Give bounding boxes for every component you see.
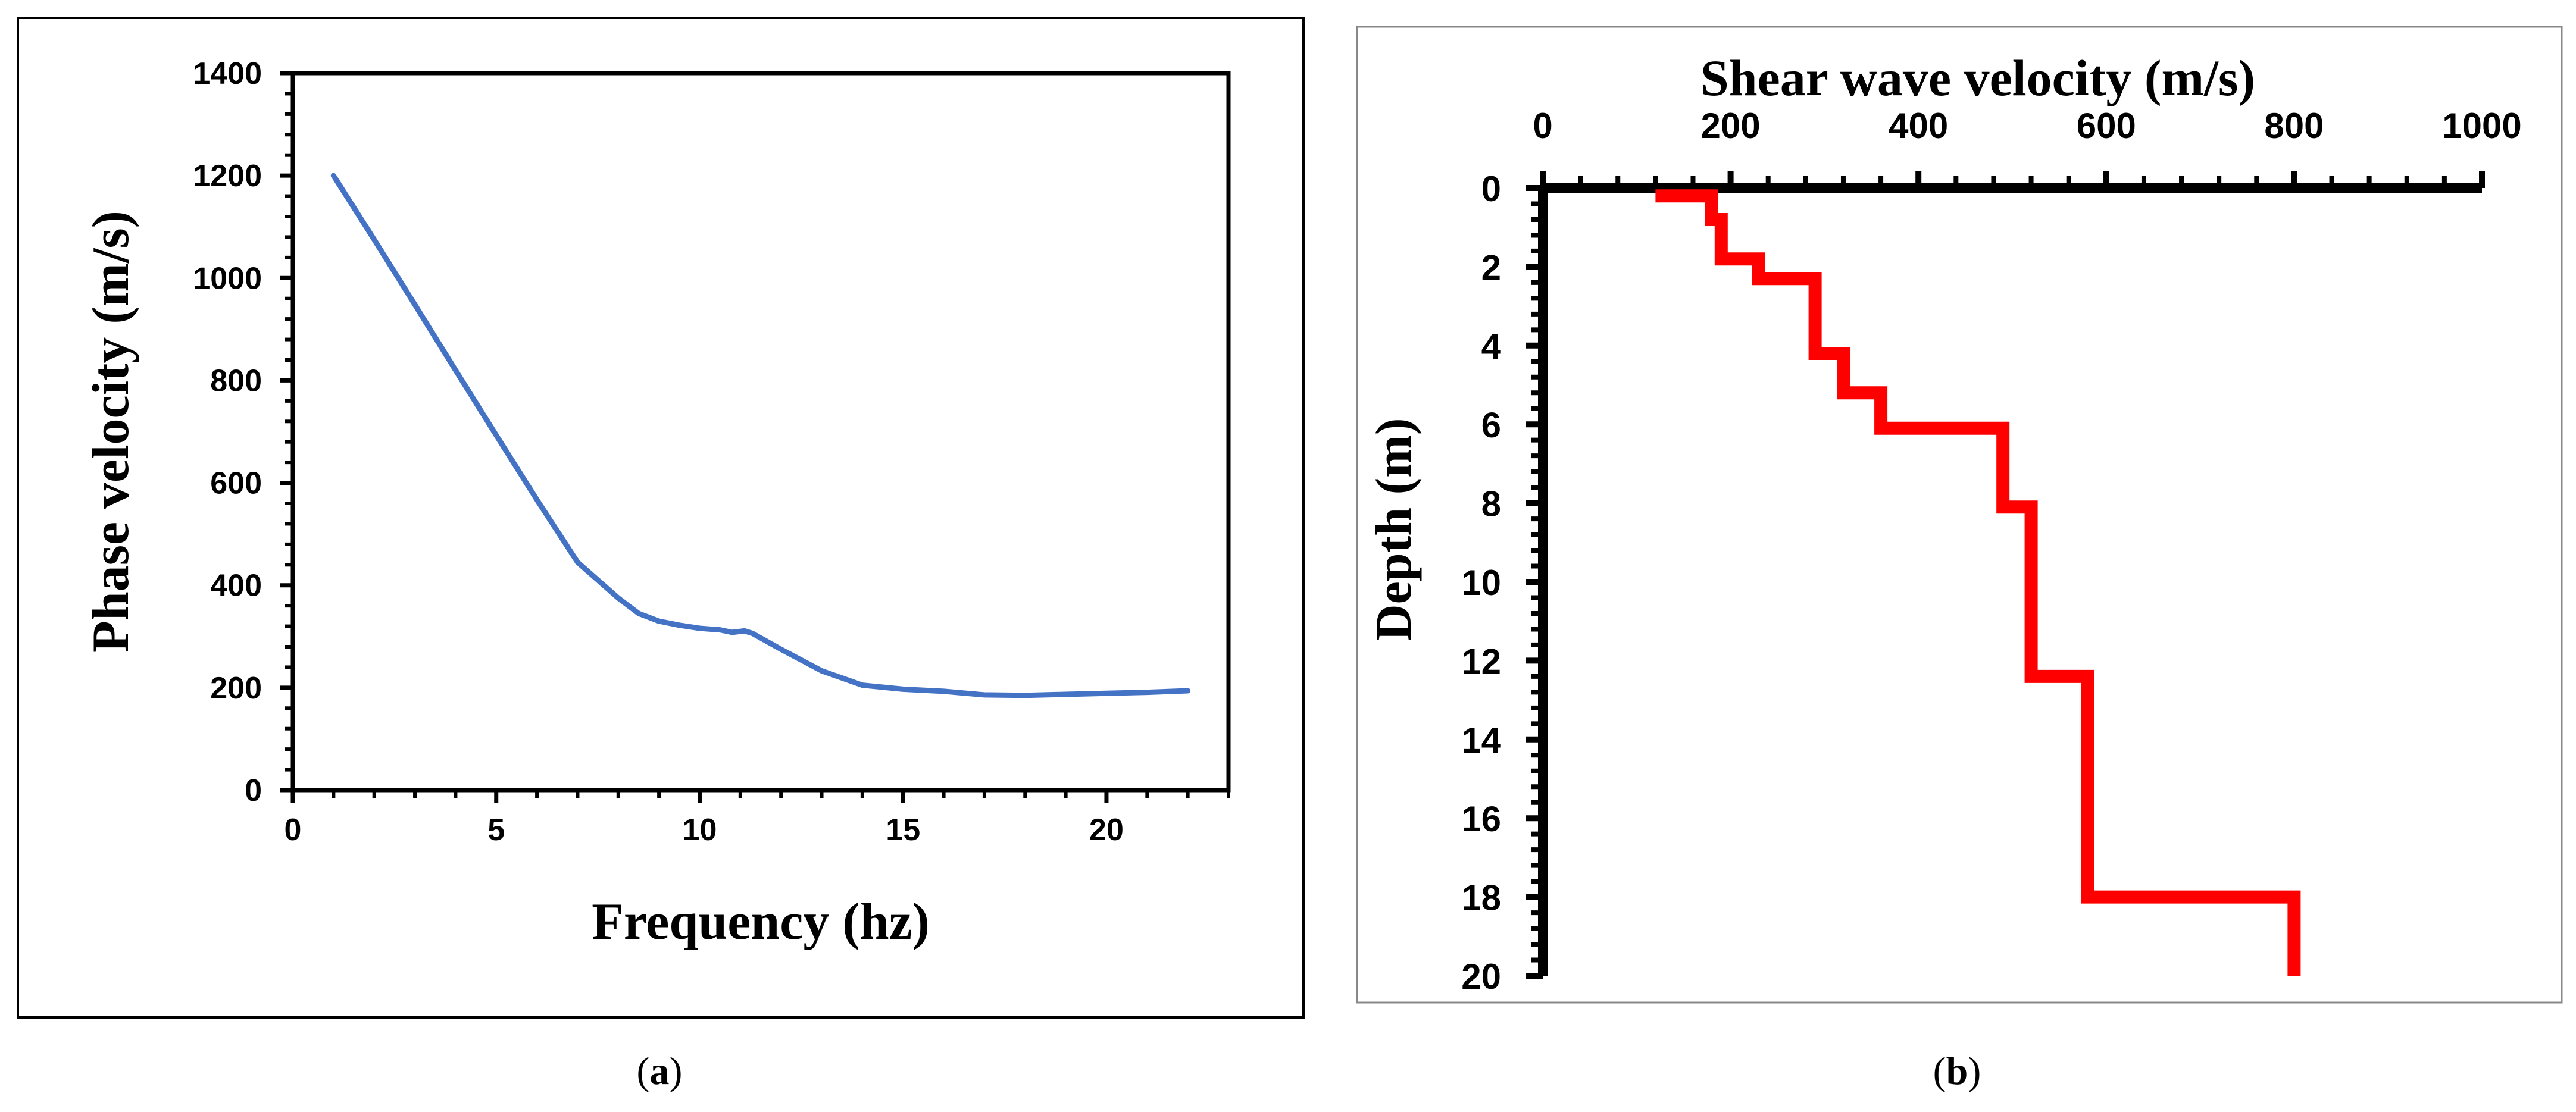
x-tick-label: 400 [1889,106,1948,146]
x-tick-label: 800 [2264,106,2324,146]
y-tick-label: 400 [210,569,262,603]
x-tick-label: 10 [683,813,717,847]
y-tick-label: 12 [1461,641,1501,681]
x-axis-title: Frequency (hz) [592,893,930,951]
y-tick-label: 20 [1461,957,1501,997]
y-axis-title: Depth (m) [1365,418,1422,641]
caption-b: (b) [1933,1050,1981,1093]
x-tick-label: 200 [1701,106,1761,146]
y-tick-label: 4 [1481,327,1502,367]
x-axis-title: Shear wave velocity (m/s) [1700,49,2255,106]
y-tick-label: 18 [1461,878,1501,918]
x-tick-label: 600 [2077,106,2136,146]
y-tick-label: 1200 [193,159,262,193]
y-tick-label: 0 [245,773,262,808]
x-tick-label: 15 [886,813,920,847]
y-tick-label: 600 [210,466,262,501]
panel-b-chart: 0 200 400 600 800 1000 0 2 4 6 8 10 12 14 16 18 20 Shear … [1365,49,2522,997]
x-tick-label: 0 [1533,106,1552,146]
x-tick-label: 1000 [2442,106,2521,146]
y-tick-label: 10 [1461,563,1501,603]
caption-a: (a) [637,1050,683,1093]
panel-a-frame [17,17,1305,1019]
y-tick-label: 8 [1481,484,1501,524]
y-axis-title: Phase velocity (m/s) [82,211,140,653]
plot-area-border [290,71,1231,793]
y-tick-label: 16 [1461,799,1501,839]
y-tick-label: 200 [210,671,262,706]
y-tick-label: 1000 [193,261,262,296]
y-tick-label: 800 [210,364,262,398]
series-line-shear-wave-velocity [1655,189,2301,976]
series-line-phase-velocity [330,173,1191,698]
y-tick-label: 1400 [193,57,262,91]
y-tick-label: 6 [1481,405,1501,445]
y-tick-label: 14 [1461,721,1501,760]
x-tick-label: 20 [1089,813,1124,847]
y-tick-label: 2 [1481,248,1501,287]
panel-b-frame [1356,26,2563,1004]
x-tick-label: 5 [487,813,505,847]
y-tick-label: 0 [1481,169,1501,209]
x-tick-label: 0 [285,813,302,847]
panel-a-chart: 0 5 10 15 200200400600800100012001400Frequen… [82,57,1231,951]
